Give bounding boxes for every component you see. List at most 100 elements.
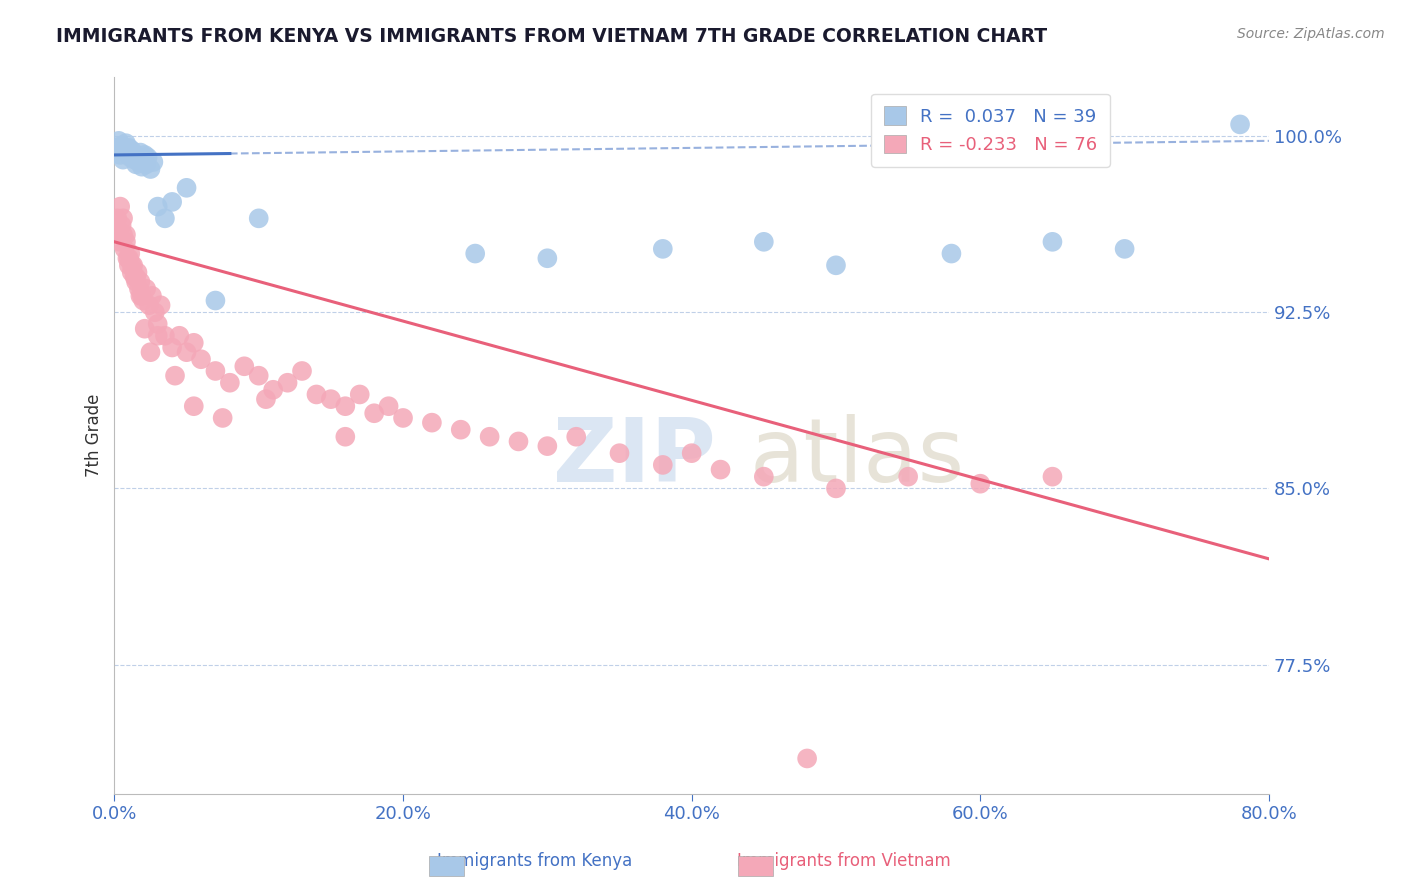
- Point: [377, 399, 399, 413]
- Point: [146, 328, 169, 343]
- Point: [204, 293, 226, 308]
- Point: [176, 181, 198, 195]
- Text: Immigrants from Vietnam: Immigrants from Vietnam: [737, 852, 950, 870]
- Point: [651, 242, 673, 256]
- Point: [143, 305, 166, 319]
- Point: [335, 399, 357, 413]
- Point: [204, 364, 226, 378]
- Y-axis label: 7th Grade: 7th Grade: [86, 394, 103, 477]
- Point: [141, 289, 163, 303]
- Point: [111, 219, 134, 233]
- Point: [233, 359, 256, 374]
- Point: [122, 258, 145, 272]
- Point: [169, 328, 191, 343]
- Point: [536, 252, 558, 266]
- Point: [114, 242, 136, 256]
- Point: [478, 430, 501, 444]
- Point: [262, 383, 284, 397]
- Point: [111, 138, 134, 153]
- Point: [107, 223, 129, 237]
- Point: [536, 439, 558, 453]
- Point: [565, 430, 588, 444]
- Point: [136, 150, 159, 164]
- Point: [825, 482, 848, 496]
- Point: [1042, 235, 1064, 249]
- Point: [114, 143, 136, 157]
- Point: [146, 200, 169, 214]
- Point: [176, 345, 198, 359]
- Text: IMMIGRANTS FROM KENYA VS IMMIGRANTS FROM VIETNAM 7TH GRADE CORRELATION CHART: IMMIGRANTS FROM KENYA VS IMMIGRANTS FROM…: [56, 27, 1047, 45]
- Point: [125, 270, 148, 285]
- Point: [651, 458, 673, 472]
- Point: [131, 160, 153, 174]
- Point: [128, 155, 150, 169]
- Point: [105, 141, 128, 155]
- Point: [969, 476, 991, 491]
- Point: [247, 211, 270, 226]
- Point: [115, 227, 138, 242]
- Point: [132, 153, 155, 167]
- Point: [138, 298, 160, 312]
- Point: [464, 246, 486, 260]
- Point: [305, 387, 328, 401]
- Point: [122, 148, 145, 162]
- Point: [120, 246, 142, 260]
- Point: [1114, 242, 1136, 256]
- Point: [142, 155, 165, 169]
- Point: [211, 411, 233, 425]
- Point: [218, 376, 240, 390]
- Point: [139, 161, 162, 176]
- Point: [160, 194, 183, 209]
- Point: [124, 153, 146, 167]
- Point: [420, 416, 443, 430]
- Point: [127, 150, 149, 164]
- Point: [183, 399, 205, 413]
- Point: [112, 153, 135, 167]
- Point: [129, 275, 152, 289]
- Point: [121, 143, 143, 157]
- Point: [105, 211, 128, 226]
- Point: [121, 265, 143, 279]
- Point: [139, 345, 162, 359]
- Point: [112, 227, 135, 242]
- Point: [132, 293, 155, 308]
- Point: [153, 211, 176, 226]
- Point: [190, 352, 212, 367]
- Point: [1229, 117, 1251, 131]
- Point: [107, 134, 129, 148]
- Point: [450, 423, 472, 437]
- Point: [120, 150, 142, 164]
- Point: [254, 392, 277, 406]
- Point: [277, 376, 299, 390]
- Point: [115, 136, 138, 151]
- Point: [941, 246, 963, 260]
- Point: [118, 258, 141, 272]
- Point: [681, 446, 703, 460]
- Point: [131, 289, 153, 303]
- Point: [291, 364, 314, 378]
- Point: [163, 368, 186, 383]
- Point: [319, 392, 342, 406]
- Point: [128, 282, 150, 296]
- Point: [609, 446, 631, 460]
- Point: [508, 434, 530, 449]
- Point: [125, 275, 148, 289]
- Point: [752, 235, 775, 249]
- Text: ZIP: ZIP: [553, 414, 716, 500]
- Point: [183, 335, 205, 350]
- Point: [160, 341, 183, 355]
- Point: [363, 406, 385, 420]
- Point: [134, 148, 156, 162]
- Point: [117, 252, 139, 266]
- Point: [135, 282, 157, 296]
- Point: [153, 328, 176, 343]
- Point: [115, 235, 138, 249]
- Point: [349, 387, 371, 401]
- Point: [129, 289, 152, 303]
- Point: [146, 317, 169, 331]
- Point: [392, 411, 415, 425]
- Point: [825, 258, 848, 272]
- Legend: R =  0.037   N = 39, R = -0.233   N = 76: R = 0.037 N = 39, R = -0.233 N = 76: [872, 94, 1109, 167]
- Point: [127, 265, 149, 279]
- Point: [117, 145, 139, 160]
